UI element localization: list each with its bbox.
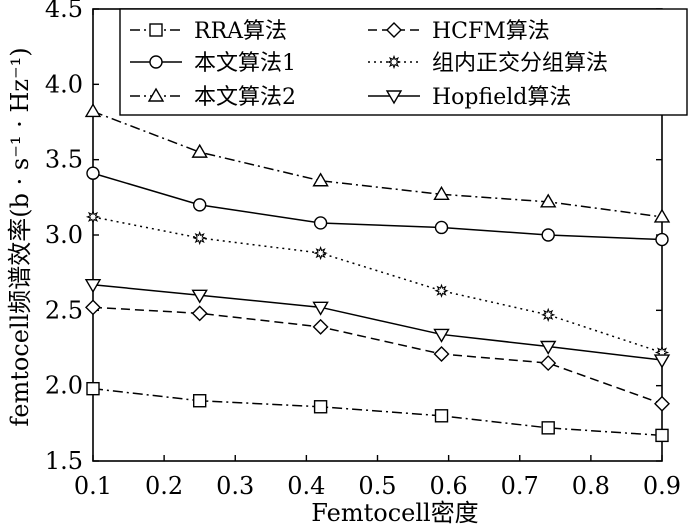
- data-point: [191, 289, 208, 304]
- data-point: [540, 355, 557, 372]
- series-layer: [84, 103, 671, 443]
- legend-entry: RRA算法: [130, 19, 287, 44]
- y-tick-label: 1.5: [45, 447, 83, 475]
- data-point: [313, 245, 328, 261]
- series-2: [85, 299, 670, 412]
- legend-marker: [149, 55, 163, 69]
- legend-label: 本文算法1: [194, 51, 296, 76]
- data-point: [541, 307, 556, 322]
- x-tick-label: 0.8: [572, 472, 610, 500]
- series-line: [92, 110, 663, 218]
- y-tick-label: 2.0: [45, 372, 83, 400]
- data-point: [192, 394, 207, 408]
- data-point: [313, 400, 328, 414]
- series-line: [92, 387, 663, 437]
- series-1: [86, 381, 669, 443]
- legend-label: RRA算法: [194, 19, 287, 44]
- x-tick-label: 0.4: [287, 472, 325, 500]
- legend-entry: 本文算法1: [130, 51, 296, 76]
- legend-entry: HCFM算法: [368, 19, 550, 44]
- data-point: [433, 346, 450, 363]
- data-point: [433, 185, 450, 201]
- data-point: [434, 409, 449, 423]
- data-point: [434, 283, 449, 298]
- legend-label: Hopfield算法: [432, 85, 571, 110]
- y-axis-label: femtocell频谱效率(b · s⁻¹ · Hz⁻¹): [6, 47, 34, 426]
- data-point: [312, 318, 329, 335]
- series-line: [92, 306, 663, 405]
- data-point: [191, 143, 208, 158]
- legend-marker: [147, 87, 165, 102]
- legend-entry: 本文算法2: [130, 85, 296, 110]
- x-axis-ticks: 0.1 0.2 0.3 0.4 0.5 0.6 0.7 0.8 0.9: [74, 9, 681, 500]
- legend-box: [119, 8, 688, 116]
- data-point: [541, 228, 555, 242]
- data-point: [192, 230, 207, 246]
- legend-marker: [386, 22, 402, 38]
- y-axis-ticks: 1.5 2.0 2.5 3.0 3.5 4.0 4.5: [45, 0, 662, 475]
- x-tick-label: 0.6: [430, 472, 468, 500]
- data-point: [655, 232, 669, 247]
- data-point: [84, 103, 102, 118]
- data-point: [86, 381, 100, 396]
- data-point: [433, 328, 450, 343]
- y-tick-label: 3.5: [45, 146, 83, 174]
- data-point: [84, 279, 102, 294]
- data-point: [653, 354, 671, 369]
- data-point: [86, 166, 100, 180]
- x-tick-label: 0.3: [216, 472, 254, 500]
- data-point: [539, 193, 557, 208]
- series-6: [84, 279, 671, 369]
- legend-label: 本文算法2: [194, 85, 296, 110]
- data-point: [434, 220, 449, 235]
- data-point: [85, 209, 101, 225]
- legend-label: HCFM算法: [432, 19, 550, 44]
- series-5: [84, 103, 671, 223]
- series-line: [92, 216, 663, 354]
- series-line: [92, 283, 663, 361]
- data-point: [655, 428, 669, 443]
- legend-marker: [385, 90, 403, 105]
- x-axis-label: Femtocell密度: [311, 499, 478, 527]
- legend-marker: [149, 23, 163, 37]
- data-point: [312, 301, 329, 316]
- series-4: [85, 209, 670, 360]
- y-tick-label: 2.5: [45, 296, 83, 324]
- y-tick-label: 3.0: [45, 221, 83, 249]
- data-point: [312, 172, 329, 187]
- legend-label: 组内正交分组算法: [432, 51, 608, 76]
- data-point: [192, 198, 207, 212]
- x-tick-label: 0.1: [74, 472, 112, 500]
- series-line: [92, 172, 663, 241]
- x-tick-label: 0.9: [643, 472, 681, 500]
- data-point: [653, 208, 671, 223]
- legend-entry: Hopfield算法: [368, 85, 571, 110]
- data-point: [541, 421, 555, 435]
- y-tick-label: 4.5: [45, 0, 83, 23]
- y-tick-label: 4.0: [45, 70, 83, 98]
- series-3: [86, 166, 669, 247]
- x-tick-label: 0.5: [358, 472, 396, 500]
- data-point: [654, 395, 670, 412]
- data-point: [85, 299, 101, 316]
- data-point: [191, 305, 208, 322]
- data-point: [313, 216, 328, 230]
- data-point: [539, 340, 557, 355]
- legend-entry: 组内正交分组算法: [368, 51, 608, 76]
- legend-marker: [386, 54, 402, 70]
- x-tick-label: 0.7: [501, 472, 539, 500]
- x-tick-label: 0.2: [145, 472, 183, 500]
